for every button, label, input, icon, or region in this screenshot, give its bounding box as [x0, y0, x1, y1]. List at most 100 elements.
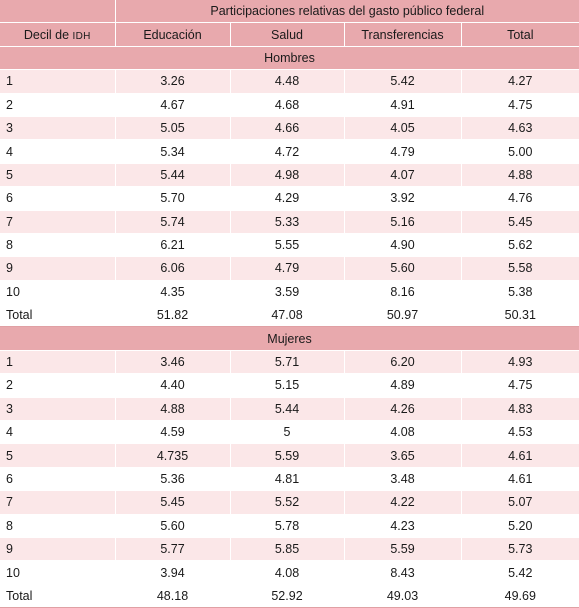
total-value-cell: 49.03 [343, 584, 461, 608]
section-header-row: Hombres [0, 46, 579, 71]
value-cell: 5.38 [460, 280, 579, 305]
value-cell: 4.63 [460, 116, 579, 141]
total-label: Total [0, 303, 115, 328]
decil-cell: 6 [0, 467, 115, 492]
table-row: 4 5.34 4.72 4.79 5.00 [0, 139, 579, 164]
total-value-cell: 51.82 [114, 303, 230, 328]
column-header-decil-idh: IDH [72, 30, 91, 42]
value-cell: 4.07 [343, 163, 461, 188]
value-cell: 4.72 [229, 139, 344, 164]
decil-cell: 10 [0, 280, 115, 305]
decil-cell: 2 [0, 373, 115, 398]
value-cell: 6.20 [343, 350, 461, 375]
table-row: 3 4.88 5.44 4.26 4.83 [0, 397, 579, 422]
table-row: 9 5.77 5.85 5.59 5.73 [0, 537, 579, 562]
value-cell: 5.20 [460, 514, 579, 538]
value-cell: 5.85 [229, 537, 344, 562]
decil-cell: 9 [0, 256, 115, 281]
value-cell: 5.58 [460, 256, 579, 281]
column-header-salud: Salud [229, 22, 344, 47]
table-row: 10 4.35 3.59 8.16 5.38 [0, 280, 579, 305]
value-cell: 5.44 [229, 397, 344, 422]
value-cell: 5.62 [460, 233, 579, 258]
decil-cell: 1 [0, 350, 115, 375]
value-cell: 3.92 [343, 186, 461, 211]
value-cell: 5.59 [343, 537, 461, 562]
total-value-cell: 52.92 [229, 584, 344, 608]
value-cell: 5.55 [229, 233, 344, 258]
value-cell: 4.735 [114, 443, 230, 468]
value-cell: 5.42 [343, 69, 461, 94]
value-cell: 5.52 [229, 490, 344, 515]
value-cell: 4.66 [229, 116, 344, 141]
value-cell: 4.05 [343, 116, 461, 141]
decil-cell: 3 [0, 116, 115, 141]
value-cell: 6.21 [114, 233, 230, 258]
value-cell: 5.60 [343, 256, 461, 281]
value-cell: 5.59 [229, 443, 344, 468]
table-row: 7 5.45 5.52 4.22 5.07 [0, 490, 579, 515]
value-cell: 3.26 [114, 69, 230, 94]
table-row: 5 5.44 4.98 4.07 4.88 [0, 163, 579, 188]
value-cell: 4.76 [460, 186, 579, 211]
value-cell: 4.61 [460, 443, 579, 468]
decil-cell: 1 [0, 69, 115, 94]
value-cell: 4.79 [229, 256, 344, 281]
column-header-educacion: Educación [114, 22, 230, 47]
value-cell: 4.29 [229, 186, 344, 211]
cut-off-footnote-line [0, 561, 579, 566]
value-cell: 5 [229, 420, 344, 445]
value-cell: 4.90 [343, 233, 461, 258]
table-row: 2 4.40 5.15 4.89 4.75 [0, 373, 579, 398]
table-row: 8 6.21 5.55 4.90 5.62 [0, 233, 579, 258]
value-cell: 4.79 [343, 139, 461, 164]
column-header-decil-main: Decil de [23, 27, 73, 42]
decil-cell: 7 [0, 490, 115, 515]
table-row: 7 5.74 5.33 5.16 5.45 [0, 210, 579, 234]
value-cell: 5.45 [460, 210, 579, 234]
value-cell: 4.61 [460, 467, 579, 492]
value-cell: 4.22 [343, 490, 461, 515]
value-cell: 4.48 [229, 69, 344, 94]
value-cell: 4.26 [343, 397, 461, 422]
total-value-cell: 49.69 [460, 584, 579, 608]
decil-cell: 3 [0, 397, 115, 422]
value-cell: 5.05 [114, 116, 230, 141]
section-title: Mujeres [0, 326, 579, 351]
value-cell: 5.74 [114, 210, 230, 234]
value-cell: 4.68 [229, 93, 344, 117]
value-cell: 5.70 [114, 186, 230, 211]
value-cell: 4.08 [343, 420, 461, 445]
value-cell: 5.36 [114, 467, 230, 492]
decil-cell: 8 [0, 514, 115, 538]
value-cell: 5.45 [114, 490, 230, 515]
decil-cell: 5 [0, 163, 115, 188]
total-label: Total [0, 584, 115, 608]
value-cell: 8.16 [343, 280, 461, 305]
table-row: 1 3.46 5.71 6.20 4.93 [0, 350, 579, 375]
value-cell: 5.15 [229, 373, 344, 398]
value-cell: 4.75 [460, 93, 579, 117]
value-cell: 3.59 [229, 280, 344, 305]
header-group-title: Participaciones relativas del gasto públ… [114, 0, 579, 24]
value-cell: 4.81 [229, 467, 344, 492]
value-cell: 3.46 [114, 350, 230, 375]
decil-cell: 4 [0, 420, 115, 445]
decil-cell: 7 [0, 210, 115, 234]
value-cell: 4.67 [114, 93, 230, 117]
value-cell: 5.16 [343, 210, 461, 234]
value-cell: 4.40 [114, 373, 230, 398]
header-blank-cell [0, 0, 115, 24]
section-title: Hombres [0, 46, 579, 71]
table-row: 2 4.67 4.68 4.91 4.75 [0, 93, 579, 117]
value-cell: 4.27 [460, 69, 579, 94]
table-body: Hombres 1 3.26 4.48 5.42 4.27 2 4.67 4.68 4.91 4.7… [0, 46, 579, 608]
table-row: 3 5.05 4.66 4.05 4.63 [0, 116, 579, 141]
value-cell: 5.71 [229, 350, 344, 375]
value-cell: 5.78 [229, 514, 344, 538]
total-value-cell: 50.97 [343, 303, 461, 328]
value-cell: 4.59 [114, 420, 230, 445]
value-cell: 3.65 [343, 443, 461, 468]
value-cell: 4.89 [343, 373, 461, 398]
